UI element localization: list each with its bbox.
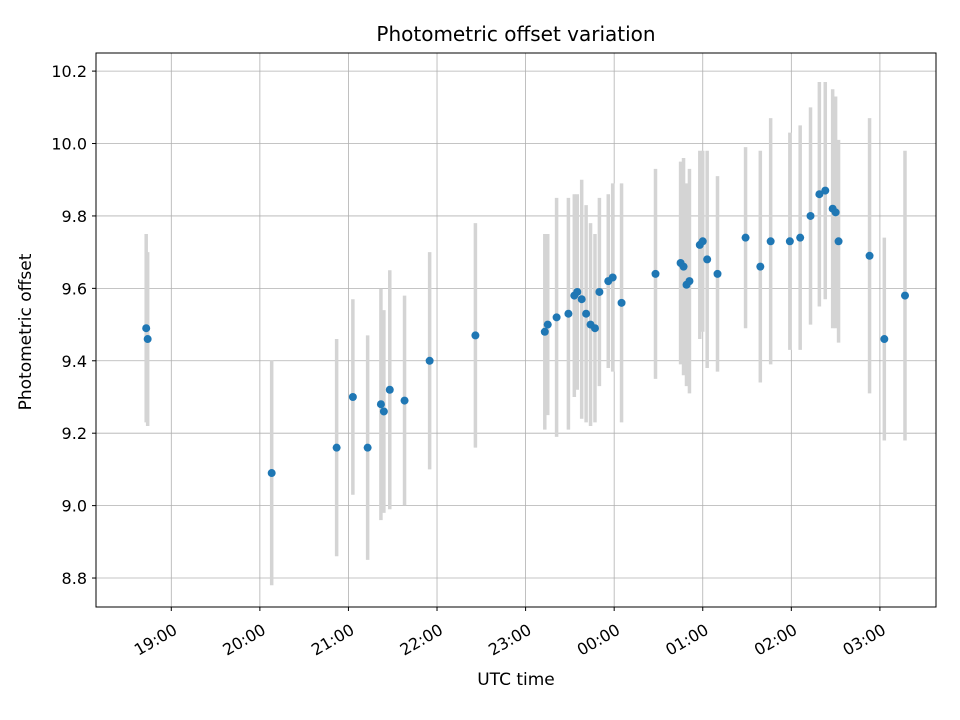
data-point-marker <box>573 287 582 296</box>
data-point-marker <box>766 237 775 246</box>
data-point-marker <box>143 335 152 344</box>
data-point-marker <box>713 269 722 278</box>
data-point-marker <box>756 262 765 271</box>
x-tick-label: 02:00 <box>751 620 800 660</box>
data-point-marker <box>385 385 394 394</box>
x-tick-label: 22:00 <box>397 620 446 660</box>
data-point-marker <box>698 237 707 246</box>
y-tick-label: 10.2 <box>51 62 87 81</box>
data-point-marker <box>703 255 712 264</box>
data-point-marker <box>376 400 385 409</box>
data-point-marker <box>785 237 794 246</box>
data-point-marker <box>552 313 561 322</box>
y-tick-label: 9.4 <box>62 352 87 371</box>
data-point-marker <box>348 392 357 401</box>
chart-title: Photometric offset variation <box>376 22 656 46</box>
data-point-marker <box>471 331 480 340</box>
x-tick-label: 23:00 <box>485 620 534 660</box>
data-point-marker <box>815 190 824 199</box>
data-point-marker <box>590 324 599 333</box>
x-tick-label: 20:00 <box>219 620 268 660</box>
data-point-marker <box>564 309 573 318</box>
x-tick-label: 21:00 <box>308 620 357 660</box>
y-tick-label: 9.8 <box>62 207 87 226</box>
data-point-marker <box>685 277 694 286</box>
y-axis-label: Photometric offset <box>16 253 36 411</box>
y-tick-label: 10.0 <box>51 135 87 154</box>
y-tick-label: 9.2 <box>62 424 87 443</box>
data-point-marker <box>651 269 660 278</box>
plot-border <box>95 52 937 608</box>
x-tick-label: 00:00 <box>574 620 623 660</box>
data-point-marker <box>806 211 815 220</box>
y-tick-label: 9.6 <box>62 279 87 298</box>
data-point-marker <box>880 335 889 344</box>
data-point-marker <box>617 298 626 307</box>
data-point-marker <box>425 356 434 365</box>
x-tick-label: 19:00 <box>131 620 180 660</box>
data-point-marker <box>577 295 586 304</box>
data-point-marker <box>821 186 830 195</box>
data-point-marker <box>834 237 843 246</box>
data-point-marker <box>865 251 874 260</box>
data-point-marker <box>741 233 750 242</box>
x-axis-label: UTC time <box>477 670 555 690</box>
data-point-marker <box>400 396 409 405</box>
data-point-marker <box>267 469 276 478</box>
data-point-marker <box>796 233 805 242</box>
data-point-marker <box>679 262 688 271</box>
data-point-marker <box>540 327 549 336</box>
y-tick-label: 9.0 <box>62 497 87 516</box>
data-points <box>142 186 909 478</box>
data-point-marker <box>379 407 388 416</box>
data-point-marker <box>595 287 604 296</box>
y-tick-label: 8.8 <box>62 569 87 588</box>
data-point-marker <box>363 443 372 452</box>
axes: 19:00 20:00 21:00 22:00 23:00 00:00 01:00 02:00… <box>51 52 937 660</box>
data-point-marker <box>900 291 909 300</box>
x-tick-label: 01:00 <box>662 620 711 660</box>
x-tick-label: 03:00 <box>839 620 888 660</box>
data-point-marker <box>582 309 591 318</box>
data-point-marker <box>608 273 617 282</box>
data-point-marker <box>332 443 341 452</box>
data-point-marker <box>543 320 552 329</box>
data-point-marker <box>831 208 840 217</box>
data-point-marker <box>142 324 151 333</box>
